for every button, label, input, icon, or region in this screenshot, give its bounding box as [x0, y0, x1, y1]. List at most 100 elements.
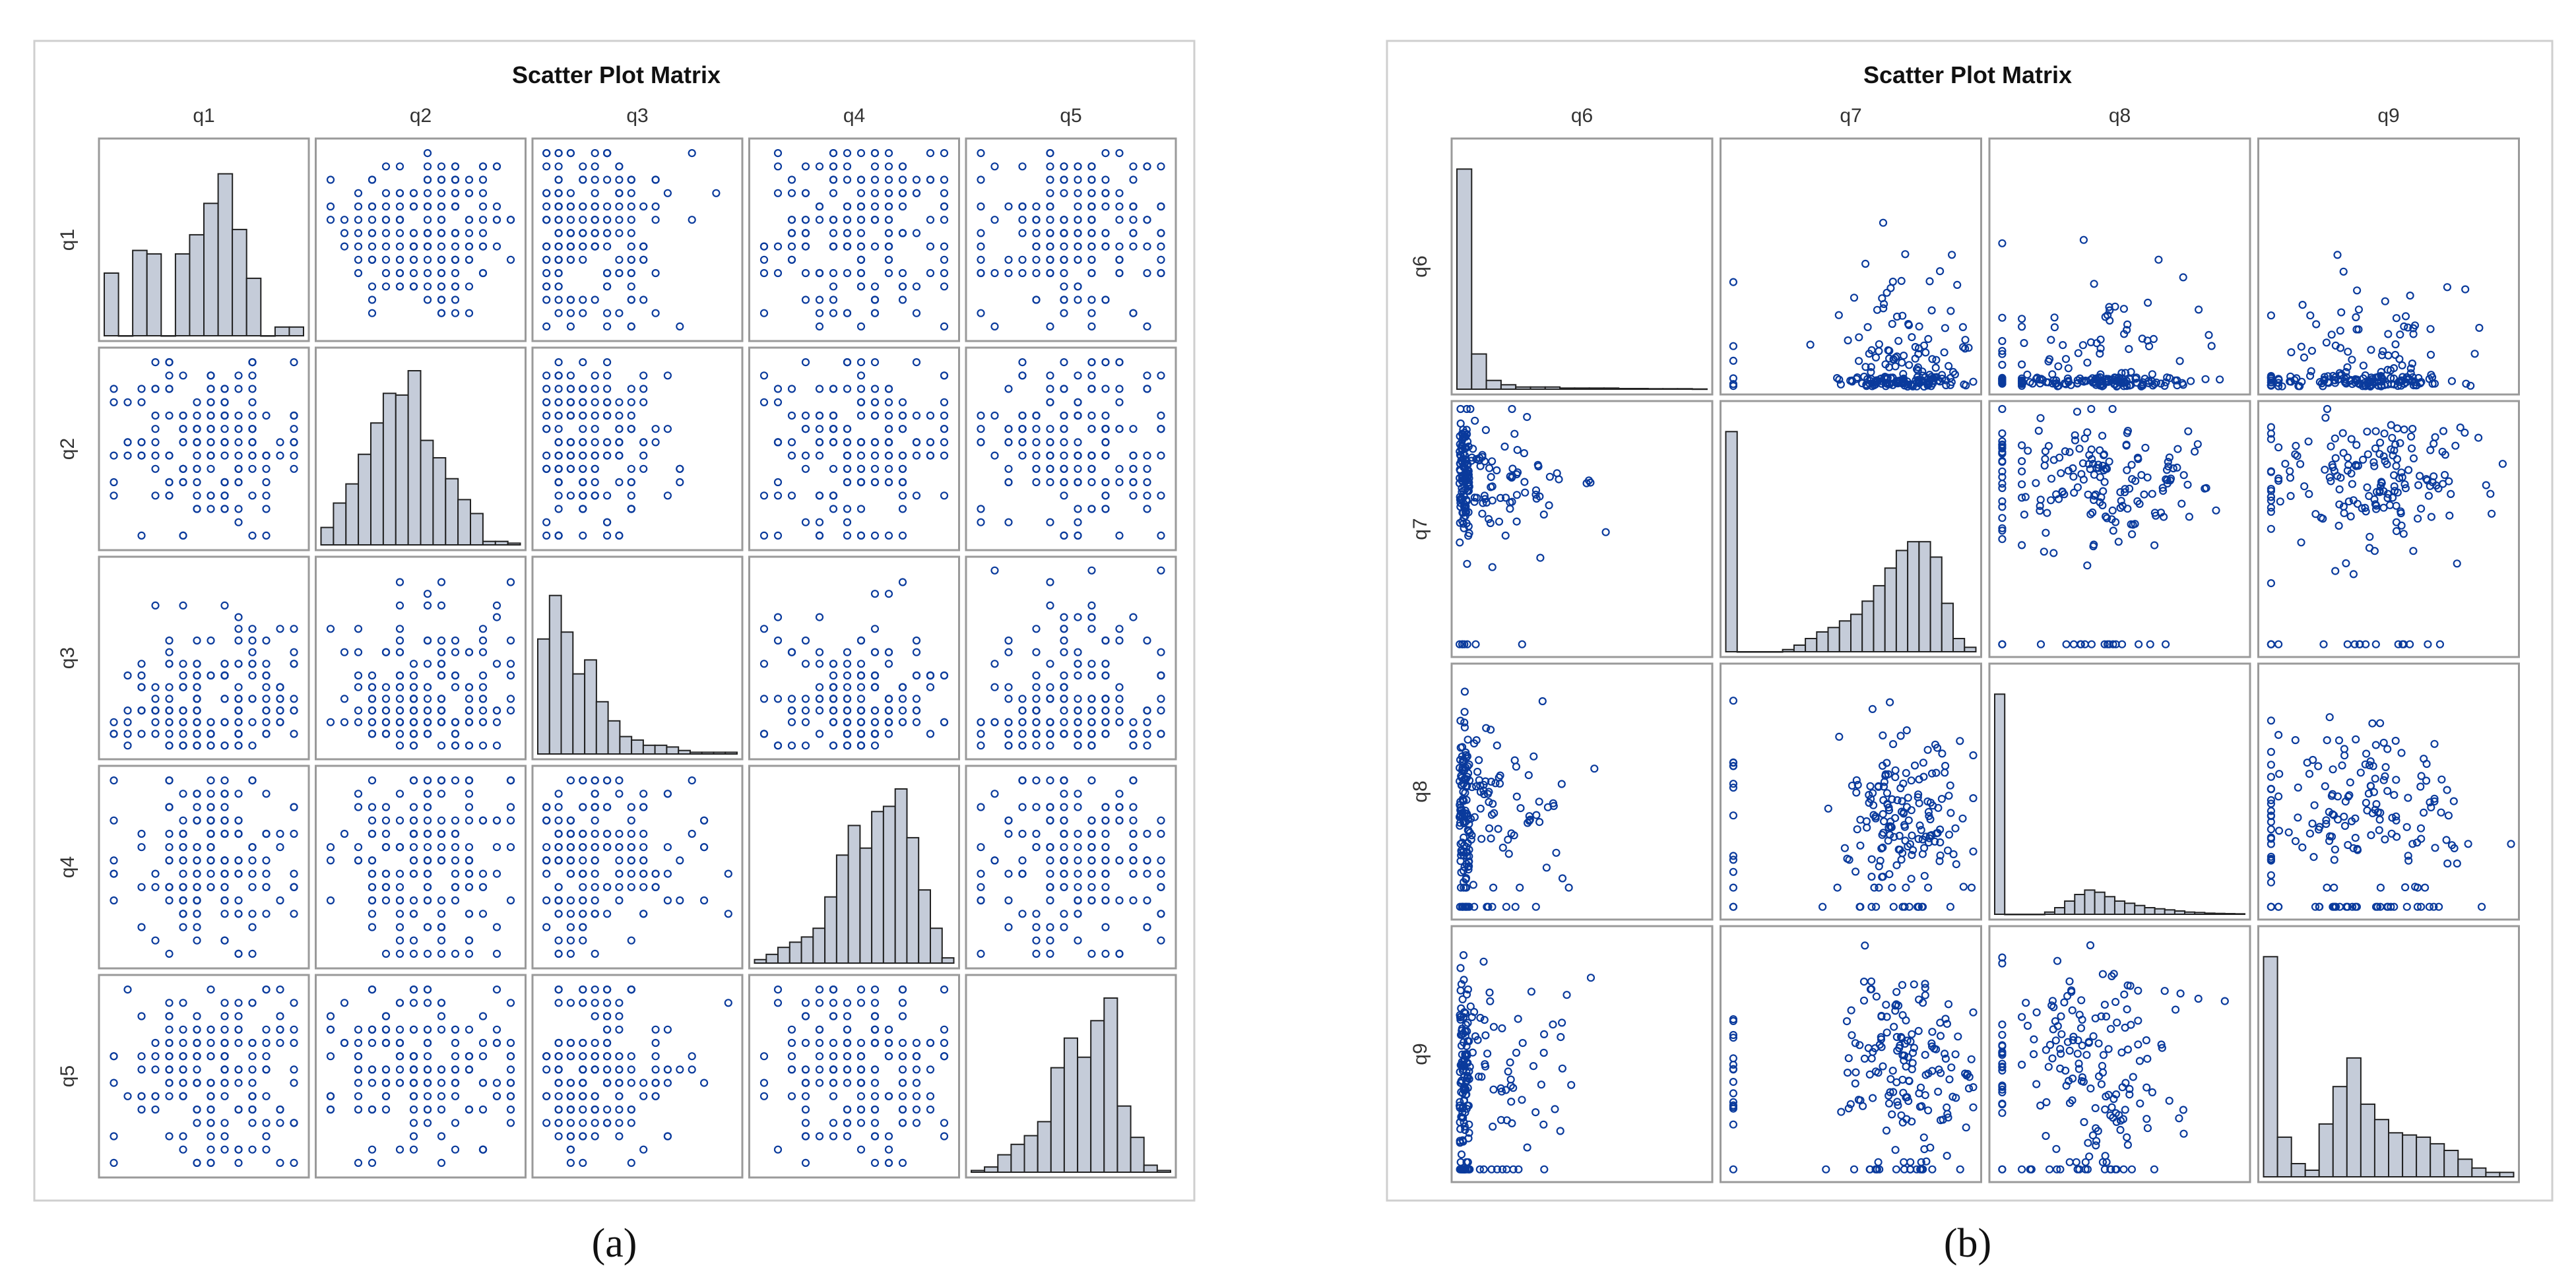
histogram-bar-q7-19 [1941, 602, 1954, 652]
scatter-point-q3-q5-165 [1087, 695, 1096, 703]
scatter-point-q1-q4-4 [898, 202, 907, 211]
histogram-bar-q7-7 [1805, 638, 1818, 652]
scatter-point-q1-q3-79 [542, 322, 551, 330]
scatter-point-q2-q4-163 [898, 491, 907, 500]
scatter-point-q1-q3-46 [688, 149, 696, 158]
scatter-point-q5-q3-132 [627, 1105, 635, 1114]
scatter-point-q6-q8-119 [2047, 336, 2055, 344]
scatter-point-q7-q9-153 [2430, 439, 2438, 448]
histogram-bar-q6-4 [1515, 386, 1531, 391]
scatter-point-q2-q5-70 [1143, 451, 1151, 460]
scatter-point-q4-q1-100 [151, 883, 160, 891]
scatter-point-q2-q5-129 [1032, 451, 1041, 460]
scatter-point-q1-q5-93 [1046, 202, 1054, 211]
scatter-point-q6-q9-187 [2389, 374, 2398, 383]
scatter-point-q5-q4-80 [926, 1065, 935, 1074]
scatter-point-q1-q3-52 [554, 175, 563, 184]
row-label-q6: q6 [1409, 255, 1431, 277]
scatter-point-q5-q2-58 [368, 1158, 377, 1168]
scatter-point-q4-q3-48 [591, 776, 599, 785]
scatter-point-q7-q8-45 [2098, 431, 2107, 440]
scatter-point-q8-q6-60 [1489, 883, 1498, 892]
scatter-point-q1-q5-23 [1046, 216, 1054, 224]
scatter-point-q2-q3-64 [554, 411, 563, 420]
scatter-point-q7-q8-132 [2065, 448, 2074, 456]
scatter-point-q5-q4-129 [843, 1105, 852, 1114]
scatter-point-q7-q8-117 [2080, 640, 2089, 648]
scatter-point-q5-q2-166 [395, 1145, 404, 1154]
scatter-point-q6-q7-54 [1729, 278, 1737, 286]
scatter-point-q7-q6-11 [1485, 515, 1493, 524]
scatter-point-q4-q3-136 [663, 790, 672, 798]
scatter-point-q4-q5-82 [1087, 843, 1096, 852]
scatter-point-q2-q4-137 [898, 425, 907, 433]
scatter-point-q6-q9-99 [2379, 347, 2387, 356]
scatter-point-q3-q2-97 [381, 695, 391, 703]
scatter-point-q5-q3-122 [591, 1038, 599, 1048]
scatter-point-q1-q4-167 [884, 216, 893, 224]
scatter-point-q1-q4-42 [829, 268, 838, 278]
scatter-point-q5-q3-136 [554, 999, 563, 1007]
scatter-point-q3-q2-152 [409, 660, 418, 668]
scatter-point-q4-q5-162 [1143, 856, 1151, 865]
scatter-point-q7-q9-176 [2398, 473, 2406, 482]
scatter-point-q4-q5-87 [1060, 816, 1068, 825]
scatter-point-q6-q9-145 [2267, 373, 2275, 381]
scatter-point-q4-q3-165 [554, 949, 563, 958]
scatter-point-q2-q4-138 [870, 438, 880, 447]
scatter-point-q4-q2-154 [354, 790, 363, 798]
scatter-point-q5-q4-18 [912, 1038, 921, 1048]
scatter-point-q4-q1-153 [262, 883, 271, 891]
scatter-point-q2-q3-144 [639, 464, 648, 473]
scatter-point-q3-q5-13 [1157, 648, 1165, 656]
scatter-point-q4-q1-127 [262, 869, 271, 878]
scatter-point-q4-q2-155 [326, 896, 335, 905]
scatter-point-q7-q8-26 [2174, 445, 2182, 453]
cell-frame [1450, 662, 1714, 921]
scatter-point-q1-q2-157 [465, 255, 474, 264]
scatter-point-q8-q6-166 [1525, 812, 1533, 821]
scatter-point-q7-q9-180 [2371, 640, 2380, 648]
scatter-point-q4-q5-141 [977, 803, 985, 811]
scatter-point-q2-q1-4 [276, 451, 284, 460]
scatter-point-q7-q9-132 [2334, 521, 2343, 530]
scatter-point-q7-q9-70 [2392, 526, 2401, 536]
scatter-point-q2-q1-163 [123, 438, 132, 447]
scatter-point-q4-q5-133 [1004, 923, 1013, 931]
scatter-point-q5-q3-1 [627, 1158, 635, 1168]
scatter-point-q3-q1-62 [262, 636, 271, 645]
scatter-point-q7-q9-133 [2399, 530, 2408, 538]
scatter-point-q4-q2-145 [492, 816, 501, 825]
scatter-point-q1-q5-91 [1074, 202, 1082, 211]
scatter-point-q3-q5-77 [1129, 741, 1138, 750]
scatter-point-q7-q9-56 [2435, 640, 2444, 648]
scatter-point-q2-q5-161 [1060, 385, 1068, 393]
scatter-point-q4-q2-64 [451, 896, 460, 905]
scatter-point-q5-q3-71 [591, 999, 599, 1007]
scatter-point-q2-q4-3 [898, 505, 907, 513]
scatter-point-q1-q3-139 [554, 255, 563, 264]
scatter-point-q5-q4-102 [801, 999, 810, 1007]
scatter-point-q6-q7-92 [1892, 312, 1902, 321]
scatter-point-q7-q9-163 [2434, 484, 2443, 493]
scatter-point-q5-q1-62 [137, 1052, 146, 1061]
scatter-point-q3-q2-143 [437, 601, 446, 610]
histogram-bar-q3-4 [584, 659, 597, 755]
scatter-point-q1-q2-71 [465, 282, 474, 291]
scatter-point-q7-q8-138 [2114, 538, 2123, 546]
scatter-point-q1-q2-95 [409, 242, 418, 251]
scatter-point-q5-q4-97 [870, 999, 880, 1007]
scatter-point-q6-q7-83 [1900, 351, 1908, 360]
scatter-point-q2-q4-65 [912, 451, 921, 460]
scatter-point-q1-q4-27 [815, 296, 824, 304]
scatter-point-q5-q3-150 [663, 1132, 672, 1141]
scatter-point-q2-q1-104 [290, 411, 298, 420]
scatter-point-q7-q9-96 [2344, 460, 2353, 469]
panel-a-caption: (a) [592, 1221, 637, 1266]
scatter-point-q6-q9-65 [2352, 325, 2361, 334]
scatter-point-q5-q4-154 [898, 1105, 907, 1114]
scatter-point-q1-q2-163 [478, 162, 488, 171]
histogram-bar-q6-3 [1500, 384, 1517, 390]
scatter-point-q2-q1-9 [220, 451, 229, 460]
scatter-point-q3-q5-131 [1004, 741, 1013, 750]
